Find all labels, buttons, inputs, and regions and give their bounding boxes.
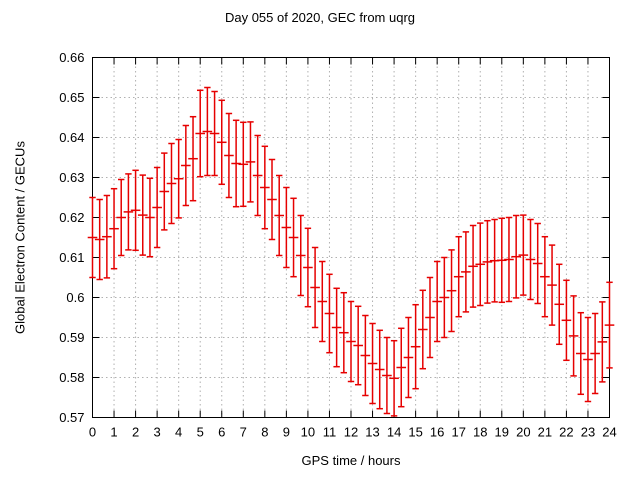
svg-text:0.62: 0.62 xyxy=(59,210,84,225)
svg-text:6: 6 xyxy=(218,425,225,440)
svg-text:11: 11 xyxy=(323,425,337,440)
y-axis-label: Global Electron Content / GECUs xyxy=(12,141,28,334)
svg-text:0.59: 0.59 xyxy=(59,330,84,345)
svg-text:17: 17 xyxy=(451,425,465,440)
svg-text:0.66: 0.66 xyxy=(59,50,84,65)
svg-text:0.6: 0.6 xyxy=(66,290,84,305)
svg-text:0.65: 0.65 xyxy=(59,90,84,105)
svg-text:24: 24 xyxy=(602,425,616,440)
svg-text:18: 18 xyxy=(473,425,487,440)
svg-text:0.58: 0.58 xyxy=(59,370,84,385)
svg-text:22: 22 xyxy=(559,425,573,440)
svg-text:1: 1 xyxy=(110,425,117,440)
svg-text:0.63: 0.63 xyxy=(59,170,84,185)
svg-text:0.57: 0.57 xyxy=(59,410,84,425)
svg-text:14: 14 xyxy=(387,425,401,440)
svg-text:7: 7 xyxy=(240,425,247,440)
svg-text:8: 8 xyxy=(261,425,268,440)
svg-text:23: 23 xyxy=(581,425,595,440)
svg-text:0: 0 xyxy=(89,425,96,440)
svg-text:5: 5 xyxy=(197,425,204,440)
svg-text:4: 4 xyxy=(175,425,182,440)
svg-text:10: 10 xyxy=(301,425,315,440)
svg-text:2: 2 xyxy=(132,425,139,440)
svg-text:12: 12 xyxy=(344,425,358,440)
svg-text:13: 13 xyxy=(365,425,379,440)
svg-text:21: 21 xyxy=(538,425,552,440)
svg-text:20: 20 xyxy=(516,425,530,440)
chart-title: Day 055 of 2020, GEC from uqrg xyxy=(224,10,416,25)
svg-text:0.64: 0.64 xyxy=(59,130,84,145)
svg-text:16: 16 xyxy=(430,425,444,440)
svg-text:0.61: 0.61 xyxy=(59,250,84,265)
svg-text:9: 9 xyxy=(283,425,290,440)
svg-text:19: 19 xyxy=(495,425,509,440)
x-axis-label: GPS time / hours xyxy=(301,453,401,468)
svg-text:3: 3 xyxy=(154,425,161,440)
svg-text:15: 15 xyxy=(408,425,422,440)
